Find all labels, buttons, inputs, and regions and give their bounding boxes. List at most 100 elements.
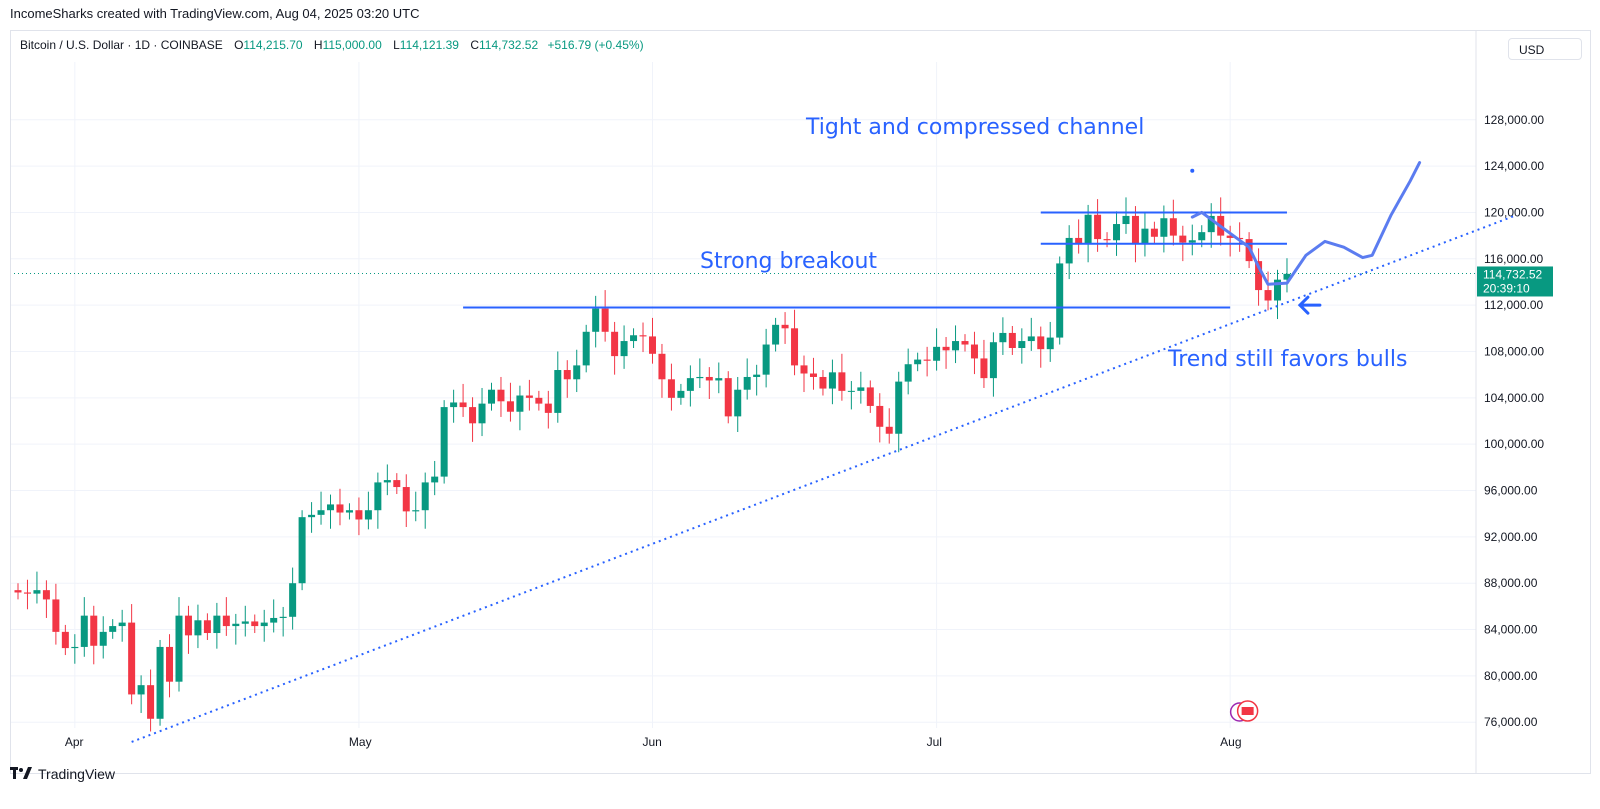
candle-body <box>14 590 22 593</box>
y-tick-label: 116,000.00 <box>1484 252 1543 266</box>
candle-body <box>1046 337 1054 350</box>
candle-body <box>488 389 495 404</box>
price-tag <box>1477 266 1553 297</box>
candle-body <box>203 620 211 634</box>
projection-path <box>1190 161 1422 286</box>
y-tick-label: 88,000.00 <box>1484 576 1538 590</box>
y-tick-label: 104,000.00 <box>1484 391 1544 405</box>
candle-body <box>753 374 761 377</box>
candle-body <box>1113 224 1121 241</box>
candle-body <box>308 514 316 518</box>
candle-body <box>90 615 98 646</box>
low-value: 114,121.39 <box>399 38 459 52</box>
candle-body <box>1131 215 1139 244</box>
y-tick-label: 112,000.00 <box>1484 298 1543 312</box>
candle-body <box>270 617 278 623</box>
annotation-text: Trend still favors bulls <box>1167 347 1407 372</box>
candle-body <box>857 387 865 391</box>
candle-body <box>1084 214 1092 244</box>
candle-body <box>33 590 41 594</box>
candle-body <box>1065 237 1073 264</box>
footer-brand[interactable]: TradingView <box>10 766 115 782</box>
currency-button[interactable]: USD <box>1508 38 1582 60</box>
open-value: 114,215.70 <box>243 38 303 52</box>
candle-body <box>213 615 221 634</box>
candle-body <box>1094 214 1102 240</box>
candle-body <box>630 335 638 342</box>
candle-body <box>1169 218 1177 236</box>
candle-body <box>99 631 107 646</box>
candle-body <box>942 346 950 351</box>
candle-body <box>450 402 458 408</box>
candle-body <box>1150 228 1158 237</box>
x-tick-label: Apr <box>65 735 84 749</box>
candle-body <box>961 341 969 345</box>
candle-body <box>109 626 117 632</box>
candle-body <box>497 389 505 402</box>
candle-body <box>1027 336 1035 342</box>
us-flag-stripes <box>1241 707 1254 715</box>
y-tick-label: 128,000.00 <box>1484 113 1544 127</box>
candle-body <box>1056 263 1064 338</box>
open-key: O <box>234 38 244 52</box>
candle-body <box>137 685 145 695</box>
candle-body <box>42 590 50 600</box>
credit-text: IncomeSharks created with TradingView.co… <box>10 6 420 21</box>
candle-body <box>895 381 903 434</box>
candle-body <box>904 364 912 382</box>
candle-body <box>156 646 164 719</box>
candle-body <box>23 592 31 594</box>
candle-body <box>1037 336 1045 350</box>
candle-body <box>440 407 448 477</box>
candle-body <box>592 308 600 332</box>
low-key: L <box>393 38 400 52</box>
candle-body <box>251 621 259 627</box>
candle-body <box>383 480 391 483</box>
candle-body <box>800 365 808 374</box>
price-tag-countdown: 20:39:10 <box>1483 281 1530 295</box>
arrow-icon <box>1297 295 1322 315</box>
candle-body <box>147 685 155 719</box>
price-tag-value: 114,732.52 <box>1483 267 1542 281</box>
candle-body <box>52 599 60 632</box>
candle-body <box>772 324 780 345</box>
y-tick-label: 100,000.00 <box>1484 437 1544 451</box>
candle-body <box>999 332 1007 343</box>
candle-body <box>241 621 249 624</box>
y-tick-label: 124,000.00 <box>1484 159 1544 173</box>
y-tick-label: 76,000.00 <box>1484 715 1538 729</box>
candle-body <box>876 405 884 427</box>
candle-body <box>431 476 439 483</box>
candle-body <box>819 376 827 389</box>
candle-body <box>639 335 647 337</box>
candle-body <box>696 376 704 379</box>
candle-body <box>952 341 960 351</box>
candle-body <box>118 622 126 627</box>
candle-body <box>317 510 325 515</box>
candle-body <box>298 517 306 584</box>
candle-body <box>885 426 893 434</box>
x-tick-label: May <box>349 735 372 749</box>
candle-body <box>1018 341 1026 349</box>
annotation-text: Tight and compressed channel <box>805 115 1144 140</box>
candle-body <box>1008 332 1016 349</box>
candle-body <box>1274 279 1282 301</box>
candle-body <box>412 510 420 512</box>
candle-body <box>355 510 363 520</box>
candle-body <box>847 390 855 392</box>
candle-body <box>762 344 770 375</box>
candle-body <box>828 372 836 389</box>
candle-body <box>194 620 202 636</box>
candle-body <box>516 395 524 412</box>
candle-body <box>677 390 685 398</box>
candle-body <box>781 324 789 329</box>
candle-body <box>743 376 751 390</box>
candle-body <box>544 403 552 413</box>
candle-body <box>648 336 656 354</box>
symbol-label[interactable]: Bitcoin / U.S. Dollar · 1D · COINBASE <box>20 38 223 52</box>
candle-body <box>1207 215 1215 233</box>
candle-body <box>421 482 429 511</box>
y-tick-label: 96,000.00 <box>1484 484 1538 498</box>
y-tick-label: 80,000.00 <box>1484 669 1538 683</box>
